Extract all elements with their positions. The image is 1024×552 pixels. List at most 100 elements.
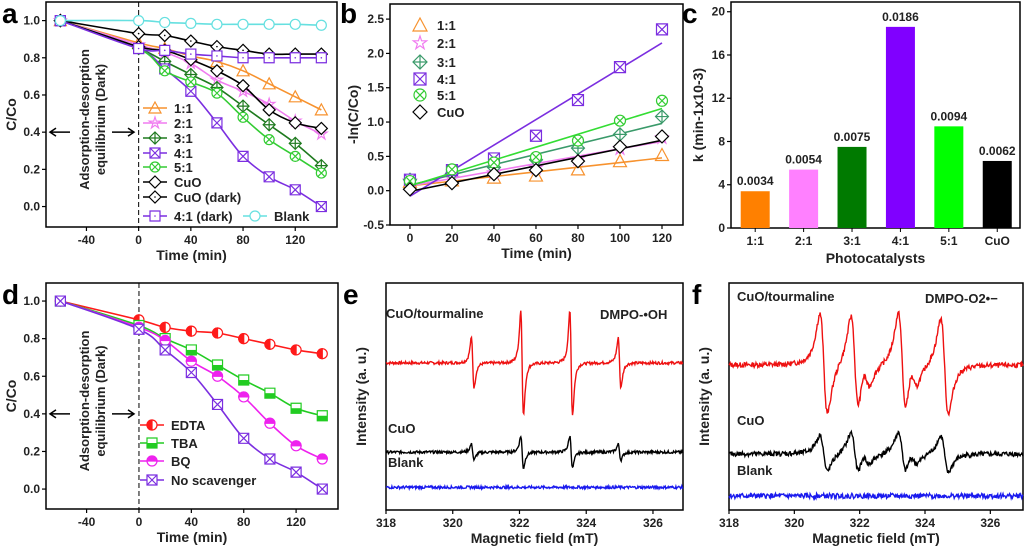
arrow-right-icon: [112, 409, 136, 419]
marker-dot: [154, 215, 156, 217]
legend-item: 4:1 (dark): [143, 209, 233, 224]
y-tick-label: -0.5: [363, 218, 384, 232]
marker-shape: [654, 147, 670, 162]
data-point: [289, 184, 301, 196]
data-point: [529, 129, 543, 142]
marker-shape: [573, 136, 583, 145]
x-tick-label: 100: [610, 231, 630, 245]
marker-dot: [320, 56, 323, 59]
y-tick-label: 0.6: [23, 369, 40, 383]
x-tick-label: 322: [850, 516, 870, 530]
spectrum-cuo-tourmaline: [728, 310, 1024, 417]
marker-shape: [288, 116, 303, 130]
x-tick-label: 1:1: [747, 234, 765, 248]
legend-item: CuO: [412, 104, 464, 120]
data-point: [612, 153, 628, 168]
marker-dot: [163, 49, 166, 52]
data-point: [159, 65, 171, 77]
data-point: [133, 323, 145, 335]
x-tick-label: 40: [184, 233, 198, 247]
marker-shape: [412, 104, 428, 120]
panel-e: 318 320 322 324 326 Magnetic field (mT) Intens…: [353, 282, 684, 546]
x-tick-label: 80: [236, 233, 250, 247]
data-point: [315, 167, 327, 179]
data-point: [211, 50, 223, 62]
y-axis-label: C/Co: [3, 380, 19, 413]
legend-item: 1:1: [143, 100, 193, 116]
marker-shape: [656, 23, 668, 36]
marker-shape: [290, 440, 302, 447]
data-point: [528, 167, 544, 182]
marker-shape: [263, 118, 276, 131]
bar-5-1: [934, 126, 964, 228]
marker-shape: [265, 135, 274, 144]
data-point: [211, 359, 224, 371]
data-point: [185, 17, 197, 29]
bar-data-label: 0.0034: [737, 174, 774, 188]
legend-label: 3:1: [174, 131, 193, 146]
marker-shape: [211, 370, 224, 377]
marker-shape: [263, 171, 275, 183]
data-point: [289, 52, 301, 64]
series-5-1: [403, 94, 669, 188]
data-point: [314, 102, 329, 116]
marker-shape: [316, 483, 328, 495]
data-point: [237, 52, 249, 64]
x-tick-label: 120: [285, 233, 305, 247]
legend-item: 2:1: [143, 115, 193, 131]
x-tick-label: 0: [136, 515, 143, 529]
data-point: [146, 419, 158, 431]
legend-item: EDTA: [140, 418, 206, 433]
data-point: [655, 94, 669, 107]
y-tick-label: 0.8: [23, 332, 40, 346]
data-point: [655, 23, 669, 36]
data-point: [262, 76, 277, 90]
data-point: [238, 432, 250, 444]
x-tick-label: 326: [980, 516, 1000, 530]
data-point: [149, 147, 161, 159]
x-tick-label: 318: [376, 516, 396, 530]
bar-data-label: 0.0054: [785, 153, 822, 167]
data-point: [264, 453, 276, 465]
panel-label-f: f: [692, 279, 702, 310]
marker-fill: [186, 349, 197, 355]
x-tick-label: 80: [237, 515, 251, 529]
marker-shape: [264, 338, 271, 350]
y-tick-label: 1.0: [367, 115, 384, 129]
marker-shape: [237, 18, 249, 30]
data-point: [185, 48, 197, 60]
data-point: [654, 129, 670, 144]
marker-fill: [147, 443, 157, 448]
marker-shape: [612, 153, 628, 168]
marker-shape: [402, 181, 418, 197]
marker-shape: [405, 176, 415, 186]
marker-shape: [237, 100, 250, 113]
legend-item: TBA: [140, 436, 198, 451]
data-point: [528, 162, 544, 178]
marker-dot: [137, 32, 140, 35]
plot-frame-e: [385, 282, 684, 511]
y-tick-label: 0: [718, 221, 725, 235]
marker-shape: [151, 163, 159, 171]
data-point: [236, 78, 250, 93]
marker-shape: [262, 76, 277, 90]
y-tick-label: 0.2: [23, 162, 40, 176]
marker-shape: [262, 103, 276, 117]
marker-shape: [612, 139, 628, 155]
marker-dot: [190, 40, 192, 42]
y-tick-label: 0.0: [23, 482, 40, 496]
panel-label-e: e: [343, 279, 359, 310]
legend-item: CuO: [143, 175, 201, 190]
y-tick-label: 12: [712, 91, 726, 105]
series-blank: [54, 14, 327, 31]
legend-item: 4:1: [413, 72, 456, 87]
data-point: [238, 374, 250, 386]
marker-shape: [213, 89, 221, 98]
spectrum-cuo-tourmaline: [385, 310, 684, 416]
y-axis-label: Intensity (a. u.): [696, 347, 712, 446]
data-point: [571, 93, 585, 107]
y-tick-label: 1.0: [23, 14, 40, 28]
marker-shape: [239, 113, 247, 122]
marker-shape: [290, 344, 297, 356]
